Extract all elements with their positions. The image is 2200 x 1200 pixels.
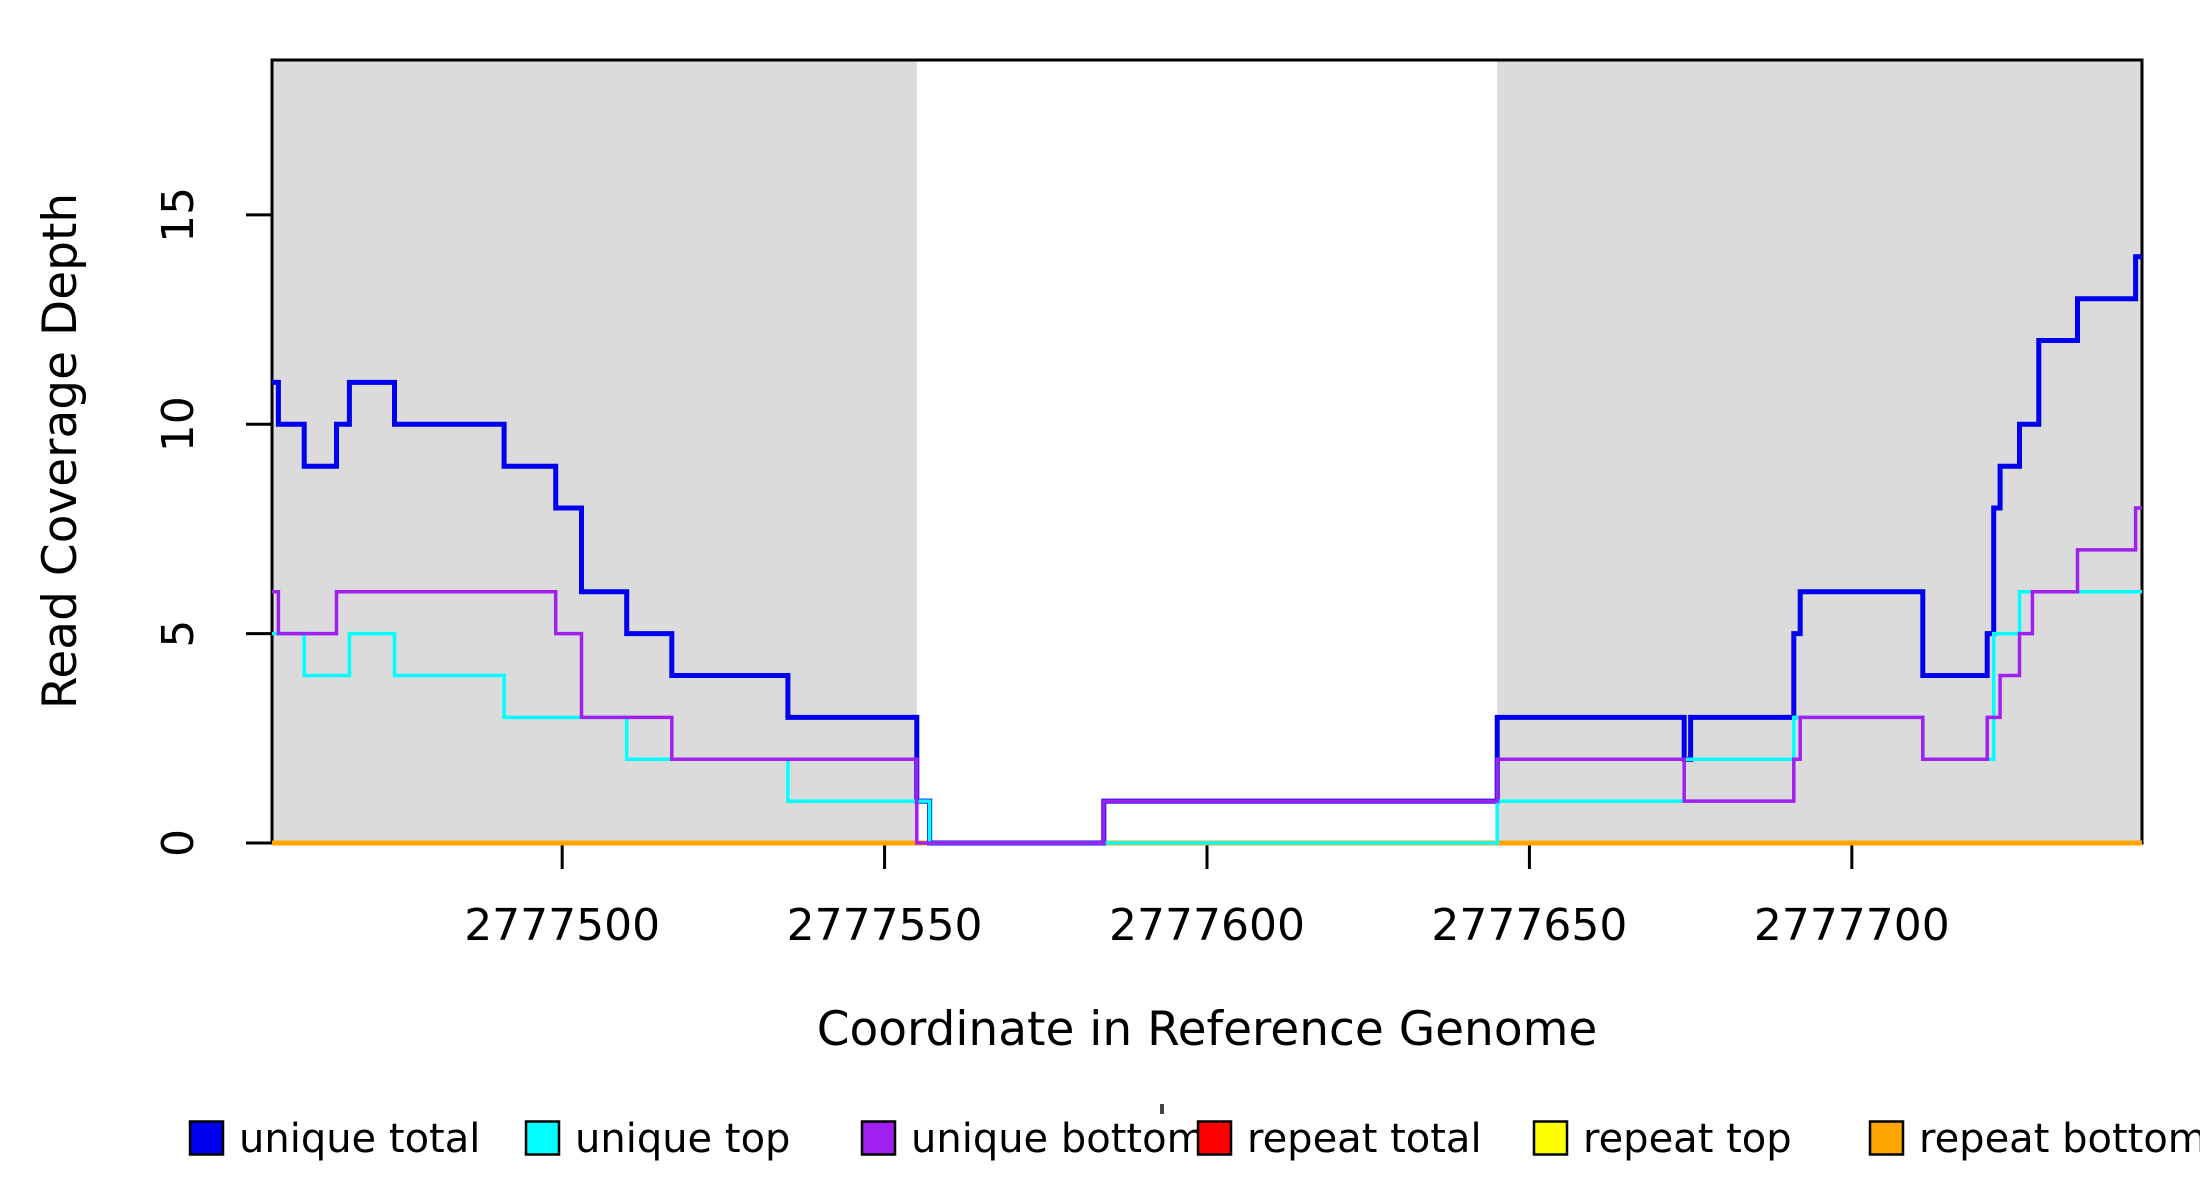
legend-swatch-repeat-top xyxy=(1532,1120,1569,1156)
legend-label-unique-top: unique top xyxy=(575,1116,790,1162)
y-tick-label: 5 xyxy=(153,620,204,648)
legend-label-unique-bottom: unique bottom xyxy=(911,1116,1206,1162)
x-tick-label: 2777700 xyxy=(1754,900,1950,951)
legend-label-repeat-total: repeat total xyxy=(1247,1116,1482,1162)
legend-swatch-repeat-total xyxy=(1196,1120,1233,1156)
x-tick-label: 2777600 xyxy=(1109,900,1305,951)
y-tick-label: 10 xyxy=(153,396,204,452)
repeat-region-shading-1 xyxy=(272,60,917,843)
repeat-region-shading-2 xyxy=(1497,60,2142,843)
x-axis-title: Coordinate in Reference Genome xyxy=(817,1002,1598,1057)
legend-label-unique-total: unique total xyxy=(239,1116,480,1162)
legend-label-repeat-top: repeat top xyxy=(1583,1116,1792,1162)
legend-swatch-unique-bottom xyxy=(860,1120,897,1156)
legend-swatch-repeat-bottom xyxy=(1868,1120,1905,1156)
y-tick-label: 15 xyxy=(153,187,204,243)
legend-swatch-unique-top xyxy=(524,1120,561,1156)
stray-mark xyxy=(1160,1104,1164,1114)
x-tick-label: 2777550 xyxy=(787,900,983,951)
legend-swatch-unique-total xyxy=(188,1120,225,1156)
legend-label-repeat-bottom: repeat bottom xyxy=(1919,1116,2200,1162)
y-tick-label: 0 xyxy=(153,829,204,857)
series-line-unique-bottom xyxy=(272,506,2142,845)
x-tick-label: 2777500 xyxy=(464,900,660,951)
y-axis-title: Read Coverage Depth xyxy=(33,193,88,709)
chart-dynamic-layer: 2777500 2777550 2777600 2777650 2777700 0 5 10 1… xyxy=(153,58,2200,1162)
x-tick-label: 2777650 xyxy=(1431,900,1627,951)
